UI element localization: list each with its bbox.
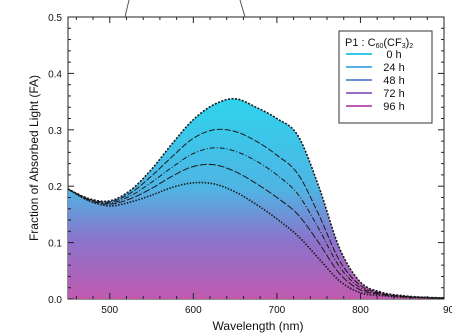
legend-entries: 0 h24 h48 h72 h96 h — [346, 49, 405, 113]
x-tick-label: 700 — [269, 305, 286, 316]
y-tick-label: 0.4 — [48, 69, 62, 80]
legend-label: 0 h — [386, 49, 401, 61]
series-lines — [67, 97, 445, 300]
y-tick-label: 0.1 — [48, 239, 62, 250]
overlay-line-left — [124, 0, 130, 18]
x-tick-label: 500 — [101, 305, 118, 316]
x-axis-title: Wavelength (nm) — [213, 319, 304, 333]
x-tick-label: 800 — [352, 305, 369, 316]
axis-ticks — [68, 16, 445, 300]
y-tick-label: 0.2 — [48, 182, 62, 193]
y-tick-label: 0.5 — [48, 13, 62, 24]
series-line-24h — [67, 128, 445, 299]
legend-label: 96 h — [383, 101, 404, 113]
x-tick-label: 600 — [185, 305, 202, 316]
legend: P1 : C60(CF3)2 0 h24 h48 h72 h96 h — [338, 30, 433, 124]
y-axis-title: Fraction of Absorbed Light (FA) — [27, 75, 41, 241]
tick-labels: 500 600 700 800 90 0.0 0.1 0.2 0.3 0.4 0.5 — [48, 13, 452, 316]
legend-label: 48 h — [383, 75, 404, 87]
x-tick-label: 90 — [443, 305, 452, 316]
legend-box — [338, 30, 433, 124]
legend-title: P1 : C60(CF3)2 — [345, 37, 413, 50]
legend-label: 24 h — [383, 62, 404, 74]
overlay-line-right — [239, 0, 246, 18]
y-tick-label: 0.0 — [48, 295, 62, 306]
legend-label: 72 h — [383, 88, 404, 100]
series-line-48h — [67, 147, 445, 299]
series-line-72h — [67, 163, 445, 299]
y-tick-label: 0.3 — [48, 126, 62, 137]
area-layer — [68, 98, 444, 300]
series-line-96h — [67, 181, 445, 300]
absorbed-area-fill — [68, 98, 444, 300]
series-line-0h — [67, 97, 445, 299]
